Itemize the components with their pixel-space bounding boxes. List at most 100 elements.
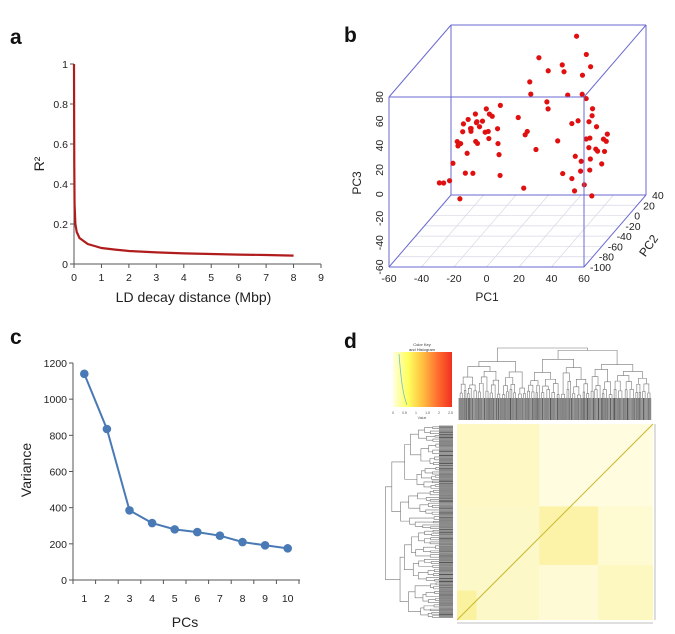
dendrogram-branch <box>431 476 439 480</box>
dendrogram-branch <box>467 366 491 378</box>
dendrogram-branch <box>400 501 410 522</box>
data-point <box>593 124 600 130</box>
pc1-tick-label: 0 <box>484 273 490 285</box>
dendrogram-branch <box>432 449 439 455</box>
data-point <box>587 135 593 141</box>
data-point <box>479 118 486 124</box>
dendrogram-branch <box>546 389 550 398</box>
data-point <box>474 119 480 125</box>
pc2-tick-label: -40 <box>617 231 632 243</box>
variance-line <box>83 373 288 550</box>
x-axis-label: LD decay distance (Mbp) <box>116 289 272 305</box>
dendrogram-branch <box>424 468 436 474</box>
y-axis-label: Variance <box>18 443 34 497</box>
data-point <box>80 369 89 379</box>
dendrogram-branch <box>431 533 439 536</box>
x-tick-label: 7 <box>217 593 223 605</box>
dendrogram-branch <box>425 497 439 501</box>
box-edge <box>583 24 647 98</box>
dendrogram-branch <box>432 438 439 442</box>
data-point <box>586 145 592 151</box>
dendrogram-branch <box>582 391 586 398</box>
pc1-tick-label: -20 <box>446 273 461 285</box>
data-point <box>464 150 470 156</box>
data-point <box>572 153 578 159</box>
dendrogram-branch <box>509 389 513 398</box>
data-point <box>465 116 471 123</box>
dendrogram-branch <box>429 554 439 558</box>
dendrogram-branch <box>562 372 570 395</box>
x-tick-label: 10 <box>282 593 294 605</box>
dendrogram-branch <box>429 541 439 545</box>
heatmap-block <box>539 506 599 566</box>
data-point <box>579 72 586 78</box>
data-point <box>476 124 483 130</box>
dendrogram-branch <box>416 474 424 485</box>
data-point <box>497 102 503 108</box>
data-point <box>470 170 476 176</box>
heatmap-block <box>457 590 477 620</box>
data-point <box>193 527 202 537</box>
dendrogram-branch <box>421 470 432 479</box>
dendrogram-branch <box>428 599 439 603</box>
dendrogram-branch <box>432 426 439 429</box>
color-key-tick: 1 <box>415 411 417 415</box>
data-point <box>495 140 501 147</box>
y-tick-label: 0.8 <box>53 99 68 111</box>
data-point <box>603 138 609 144</box>
dendrogram-branch <box>415 549 431 557</box>
panel-label-a: a <box>10 26 22 49</box>
dendrogram-branch <box>424 530 434 535</box>
pc2-axis-label: PC2 <box>636 232 661 259</box>
dendrogram-branch <box>435 466 439 471</box>
dendrogram-branch <box>483 371 497 381</box>
data-point <box>441 180 447 186</box>
data-point <box>450 160 456 166</box>
pc1-tick-label: 20 <box>513 273 525 285</box>
data-point <box>565 92 571 98</box>
dendrogram-branch <box>604 381 611 395</box>
pc1-tick-label: -40 <box>414 273 429 285</box>
dendrogram-branch <box>429 491 439 496</box>
dendrogram-branch <box>414 585 431 599</box>
data-point <box>524 128 530 135</box>
data-point <box>238 537 247 547</box>
data-point <box>460 129 466 135</box>
dendrogram-branch <box>430 561 439 564</box>
data-point <box>462 170 468 176</box>
data-point <box>215 531 225 540</box>
dendrogram-branch <box>542 385 549 393</box>
dendrogram-branch <box>462 376 473 385</box>
dendrogram-branch <box>617 375 630 382</box>
dendrogram-branch <box>432 480 439 484</box>
dendrogram-branch <box>576 379 587 387</box>
y-tick-label: 1000 <box>44 394 68 406</box>
pc3-tick-label: 60 <box>374 115 386 127</box>
dendrogram-branch <box>434 590 439 594</box>
dendrogram-branch <box>430 485 439 489</box>
data-point <box>102 424 112 434</box>
dendrogram-branch <box>565 367 582 380</box>
pc2-tick-label: -100 <box>590 262 611 274</box>
pc3-tick-label: -60 <box>374 259 386 274</box>
dendrogram-branch <box>434 579 439 582</box>
dendrogram-branch <box>433 516 439 520</box>
heatmap-block <box>539 424 653 507</box>
dendrogram-branch <box>535 392 538 398</box>
dendrogram-branch <box>404 444 417 480</box>
pc1-tick-label: -60 <box>381 273 396 285</box>
dendrogram-branch <box>635 392 639 398</box>
dendrogram-branch <box>545 378 556 387</box>
dendrogram-branch <box>433 462 439 465</box>
data-point <box>454 138 460 145</box>
color-key-xlabel: Value <box>418 416 427 420</box>
dendrogram-branch <box>429 608 439 611</box>
dendrogram-branch <box>469 384 476 391</box>
dendrogram-branch <box>624 389 628 398</box>
dendrogram-branch <box>404 544 414 570</box>
dendrogram-branch <box>505 377 514 386</box>
dendrogram-branch <box>424 559 439 563</box>
heatmap-diagonal <box>456 423 654 621</box>
dendrogram-branch <box>459 392 463 398</box>
